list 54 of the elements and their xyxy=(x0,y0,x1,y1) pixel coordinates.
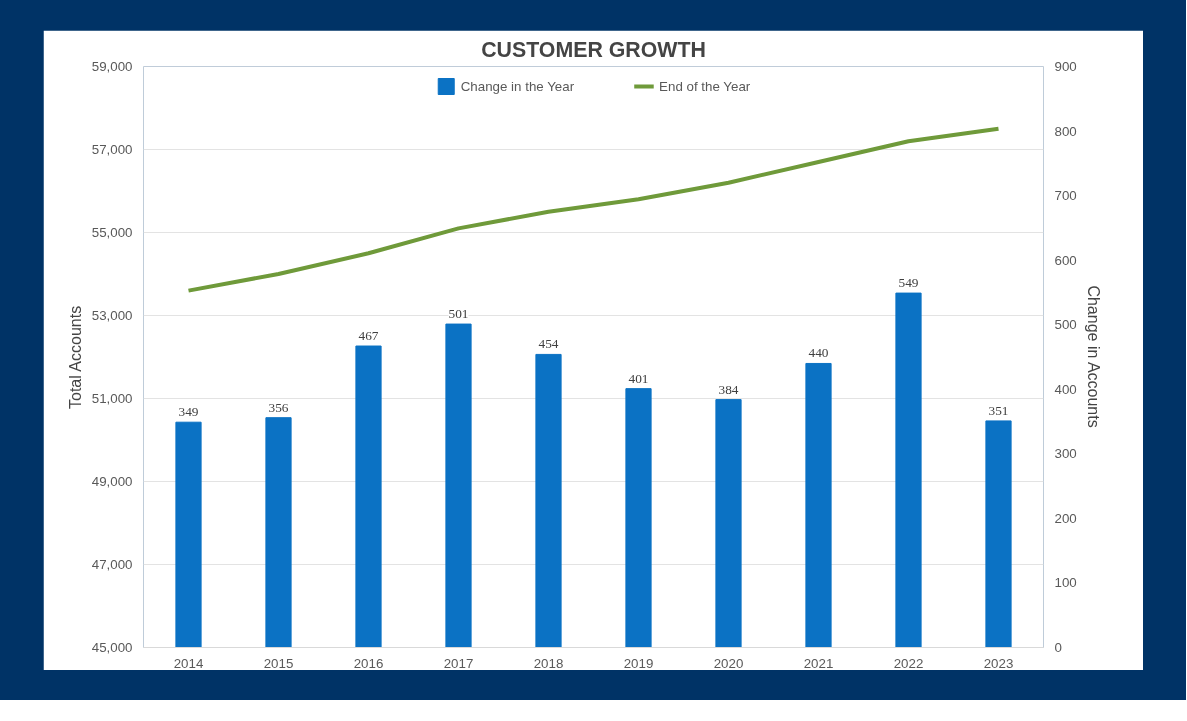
data-label: 351 xyxy=(988,402,1009,418)
y2-tick-label: 400 xyxy=(1054,381,1077,397)
legend-label: Change in the Year xyxy=(460,78,575,94)
x-tick-label: 2018 xyxy=(533,655,564,671)
y2-tick-label: 200 xyxy=(1054,510,1077,526)
x-tick-label: 2021 xyxy=(803,655,834,671)
bar xyxy=(355,345,382,648)
x-tick-label: 2023 xyxy=(983,655,1014,671)
bar xyxy=(175,421,202,648)
data-label: 467 xyxy=(358,328,379,344)
chart-title: CUSTOMER GROWTH xyxy=(481,37,706,62)
data-label: 401 xyxy=(628,370,649,386)
data-label: 349 xyxy=(178,404,199,420)
y-axis-title: Total Accounts xyxy=(66,305,84,410)
bar xyxy=(985,420,1012,648)
y-tick-label: 45,000 xyxy=(91,640,133,655)
bar xyxy=(895,292,922,648)
x-tick-label: 2014 xyxy=(173,655,204,671)
y-tick-label: 55,000 xyxy=(91,225,133,240)
x-tick-label: 2019 xyxy=(623,655,654,671)
bar xyxy=(445,323,472,648)
data-label: 440 xyxy=(808,345,829,361)
data-label: 454 xyxy=(538,336,559,352)
y-tick-label: 47,000 xyxy=(91,557,133,572)
y-tick-label: 57,000 xyxy=(91,142,133,157)
y2-axis-title: Change in Accounts xyxy=(1084,285,1102,428)
bar xyxy=(805,362,832,648)
y2-tick-label: 500 xyxy=(1054,317,1077,333)
data-label: 549 xyxy=(898,275,919,291)
y-tick-label: 49,000 xyxy=(91,474,133,489)
y2-tick-label: 300 xyxy=(1054,446,1077,462)
y2-tick-label: 600 xyxy=(1054,252,1077,268)
y-tick-label: 59,000 xyxy=(91,59,133,74)
y2-tick-label: 700 xyxy=(1054,188,1077,204)
bar xyxy=(625,388,652,648)
legend-label: End of the Year xyxy=(659,78,751,94)
x-tick-label: 2022 xyxy=(893,655,924,671)
y2-tick-label: 100 xyxy=(1054,575,1077,591)
y2-tick-label: 0 xyxy=(1054,640,1062,655)
y-tick-label: 53,000 xyxy=(91,308,133,323)
y2-tick-label: 800 xyxy=(1054,123,1077,139)
x-tick-label: 2015 xyxy=(263,655,294,671)
bar xyxy=(715,399,742,648)
data-label: 356 xyxy=(268,399,289,415)
y2-tick-label: 900 xyxy=(1054,59,1077,74)
data-label: 501 xyxy=(448,306,469,322)
line-series xyxy=(186,126,1001,293)
bar xyxy=(265,417,292,648)
y-tick-label: 51,000 xyxy=(91,391,133,406)
data-label: 384 xyxy=(718,381,739,397)
x-tick-label: 2017 xyxy=(443,655,474,671)
bar xyxy=(535,353,562,648)
x-tick-label: 2020 xyxy=(713,655,744,671)
x-tick-label: 2016 xyxy=(353,655,384,671)
